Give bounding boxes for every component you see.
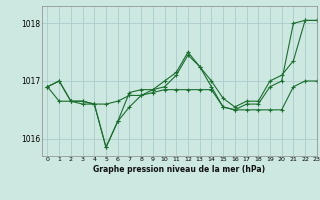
X-axis label: Graphe pression niveau de la mer (hPa): Graphe pression niveau de la mer (hPa) bbox=[93, 165, 265, 174]
